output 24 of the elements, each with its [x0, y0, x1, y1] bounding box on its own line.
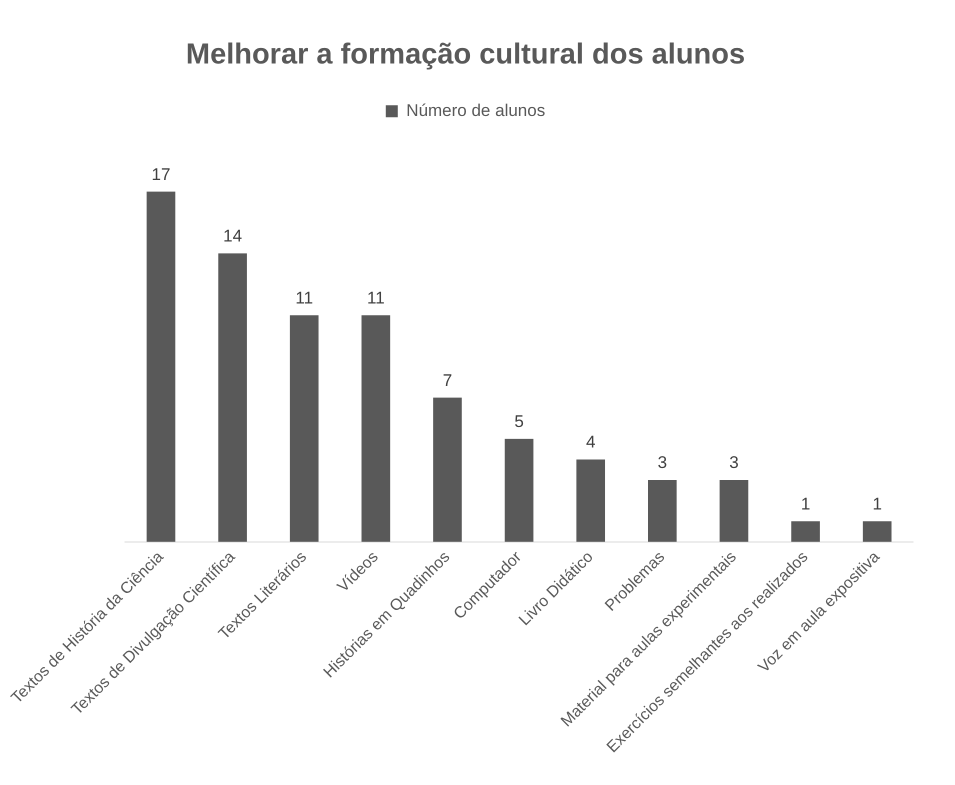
data-label: 11	[295, 288, 314, 308]
bar	[218, 253, 247, 542]
bar	[362, 315, 390, 542]
data-label: 7	[442, 370, 452, 390]
data-label: 3	[658, 453, 668, 472]
legend-label: Número de alunos	[406, 100, 546, 120]
bar	[648, 480, 677, 542]
bar	[433, 398, 462, 542]
data-label: 4	[586, 432, 596, 452]
data-label: 14	[223, 226, 242, 246]
data-label: 1	[872, 494, 882, 514]
bar	[791, 521, 820, 542]
bar	[504, 438, 534, 542]
bar	[862, 521, 892, 542]
data-label: 11	[367, 288, 385, 308]
bar	[146, 192, 176, 542]
data-label: 1	[800, 494, 810, 514]
bar	[576, 459, 606, 542]
bar	[290, 315, 319, 542]
data-label: 5	[514, 412, 524, 432]
data-label: 17	[152, 164, 170, 184]
data-label: 3	[729, 453, 739, 472]
bar	[720, 480, 748, 542]
chart-title: Melhorar a formação cultural dos alunos	[186, 38, 746, 70]
